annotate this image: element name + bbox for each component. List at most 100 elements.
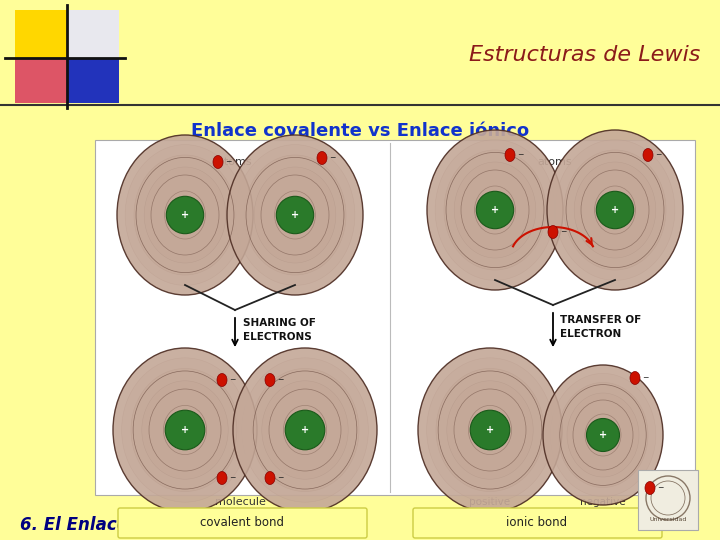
Ellipse shape bbox=[645, 482, 655, 495]
Text: Enlace covalente vs Enlace iónico: Enlace covalente vs Enlace iónico bbox=[191, 122, 529, 140]
Ellipse shape bbox=[165, 410, 204, 450]
FancyBboxPatch shape bbox=[413, 508, 662, 538]
Ellipse shape bbox=[630, 372, 640, 384]
Ellipse shape bbox=[550, 373, 656, 497]
Ellipse shape bbox=[117, 135, 253, 295]
Ellipse shape bbox=[142, 381, 228, 479]
Ellipse shape bbox=[548, 226, 558, 239]
Ellipse shape bbox=[547, 130, 683, 290]
Ellipse shape bbox=[113, 348, 257, 512]
Ellipse shape bbox=[233, 348, 377, 512]
Ellipse shape bbox=[125, 145, 245, 286]
Text: +: + bbox=[611, 205, 619, 215]
Ellipse shape bbox=[233, 348, 377, 512]
Ellipse shape bbox=[265, 471, 275, 484]
Text: +: + bbox=[301, 425, 309, 435]
Ellipse shape bbox=[575, 162, 656, 258]
Bar bbox=[67, 58, 119, 103]
Ellipse shape bbox=[454, 162, 536, 258]
Bar bbox=[638, 470, 698, 530]
Ellipse shape bbox=[447, 381, 534, 479]
Ellipse shape bbox=[131, 368, 239, 491]
Ellipse shape bbox=[427, 130, 563, 290]
Text: negative
ion: negative ion bbox=[580, 497, 626, 518]
Ellipse shape bbox=[567, 393, 639, 477]
Text: TRANSFER OF: TRANSFER OF bbox=[560, 315, 642, 325]
Text: +: + bbox=[491, 205, 499, 215]
Ellipse shape bbox=[505, 148, 515, 161]
Ellipse shape bbox=[144, 167, 226, 263]
Ellipse shape bbox=[555, 140, 675, 280]
Ellipse shape bbox=[427, 358, 554, 502]
Ellipse shape bbox=[217, 374, 227, 387]
Ellipse shape bbox=[122, 358, 248, 502]
Text: ELECTRON: ELECTRON bbox=[560, 329, 621, 339]
Ellipse shape bbox=[543, 365, 663, 505]
Text: −: − bbox=[229, 474, 235, 483]
Text: positive
ion: positive ion bbox=[469, 497, 510, 518]
Text: SHARING OF: SHARING OF bbox=[243, 318, 316, 328]
Ellipse shape bbox=[262, 381, 348, 479]
Ellipse shape bbox=[564, 150, 666, 270]
Ellipse shape bbox=[317, 152, 327, 165]
Ellipse shape bbox=[166, 197, 204, 234]
Ellipse shape bbox=[254, 167, 336, 263]
Text: molecule: molecule bbox=[215, 497, 266, 507]
Text: ELECTRONS: ELECTRONS bbox=[243, 332, 312, 342]
Ellipse shape bbox=[227, 135, 363, 295]
Ellipse shape bbox=[547, 130, 683, 290]
Text: −: − bbox=[229, 375, 235, 384]
Ellipse shape bbox=[285, 410, 325, 450]
Text: −: − bbox=[277, 375, 284, 384]
Text: +: + bbox=[486, 425, 494, 435]
Ellipse shape bbox=[265, 374, 275, 387]
Ellipse shape bbox=[444, 150, 546, 270]
Text: atoms: atoms bbox=[217, 157, 252, 167]
Ellipse shape bbox=[235, 145, 355, 286]
Bar bbox=[95, 140, 695, 495]
Text: Universidad: Universidad bbox=[649, 517, 687, 522]
Ellipse shape bbox=[596, 191, 634, 229]
Text: −: − bbox=[657, 483, 663, 492]
Ellipse shape bbox=[244, 155, 346, 275]
Ellipse shape bbox=[251, 368, 359, 491]
Ellipse shape bbox=[427, 130, 563, 290]
Text: 6. El Enlace Covalente.: 6. El Enlace Covalente. bbox=[20, 516, 234, 534]
Ellipse shape bbox=[435, 140, 555, 280]
Bar bbox=[15, 58, 67, 103]
Text: +: + bbox=[181, 425, 189, 435]
Ellipse shape bbox=[227, 135, 363, 295]
Text: −: − bbox=[277, 474, 284, 483]
Text: −: − bbox=[642, 374, 649, 382]
Ellipse shape bbox=[113, 348, 257, 512]
Ellipse shape bbox=[217, 471, 227, 484]
Text: −: − bbox=[225, 158, 231, 166]
Ellipse shape bbox=[213, 156, 223, 168]
Text: atoms: atoms bbox=[538, 157, 572, 167]
Ellipse shape bbox=[276, 197, 314, 234]
Text: ionic bond: ionic bond bbox=[506, 516, 567, 530]
Bar bbox=[67, 10, 119, 58]
Text: −: − bbox=[329, 153, 336, 163]
Ellipse shape bbox=[558, 382, 648, 488]
Text: Estructuras de Lewis: Estructuras de Lewis bbox=[469, 45, 700, 65]
Text: covalent bond: covalent bond bbox=[200, 516, 284, 530]
Text: −: − bbox=[517, 151, 523, 159]
Ellipse shape bbox=[418, 348, 562, 512]
Text: +: + bbox=[599, 430, 607, 440]
Ellipse shape bbox=[543, 365, 663, 505]
Ellipse shape bbox=[242, 358, 369, 502]
Ellipse shape bbox=[470, 410, 510, 450]
Ellipse shape bbox=[418, 348, 562, 512]
Ellipse shape bbox=[436, 368, 544, 491]
Text: −: − bbox=[560, 227, 567, 237]
Text: +: + bbox=[181, 210, 189, 220]
FancyBboxPatch shape bbox=[118, 508, 367, 538]
Ellipse shape bbox=[587, 418, 619, 451]
Ellipse shape bbox=[134, 155, 236, 275]
Ellipse shape bbox=[117, 135, 253, 295]
Ellipse shape bbox=[643, 148, 653, 161]
Text: +: + bbox=[291, 210, 299, 220]
Bar bbox=[15, 10, 67, 58]
Ellipse shape bbox=[477, 191, 513, 229]
